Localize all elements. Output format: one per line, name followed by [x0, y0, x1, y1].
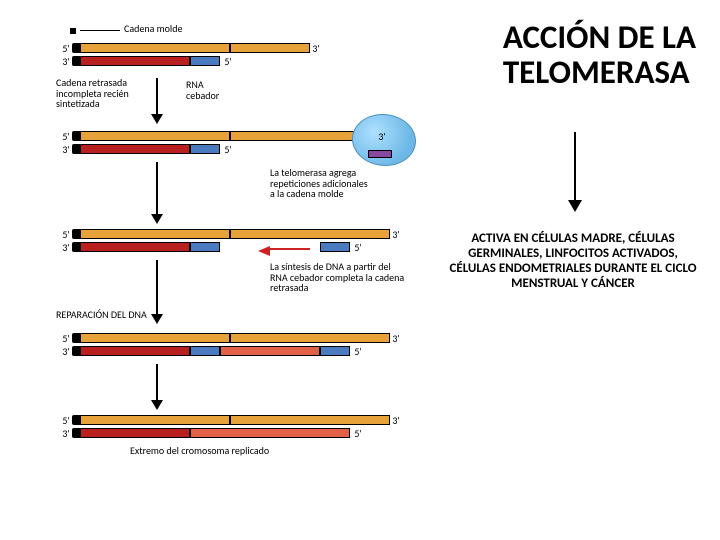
red-arrow-left-icon — [258, 246, 270, 256]
end-3p: 3' — [60, 241, 72, 254]
stage-5-bottom-strand: 3' 5' — [60, 427, 402, 439]
end-5p: 5' — [222, 55, 234, 68]
end-3p: 3' — [60, 55, 72, 68]
stage-3: 5' 3' 3' 5' — [60, 228, 402, 254]
blob-inner-purple — [368, 150, 392, 158]
seg-lightred — [190, 428, 350, 438]
seg-orange-ticks — [230, 229, 390, 239]
seg-orange-ticks — [230, 333, 390, 343]
stage-4-top-strand: 5' 3' — [60, 332, 402, 344]
seg-orange — [80, 415, 230, 425]
cap-icon — [72, 131, 80, 141]
arrow-4-5 — [156, 364, 158, 402]
seg-orange — [80, 229, 230, 239]
cap-icon — [72, 56, 80, 66]
seg-orange — [80, 333, 230, 343]
cap-icon — [72, 229, 80, 239]
label-sintesis-dna: La síntesis de DNA a partir del RNA ceba… — [270, 262, 430, 294]
seg-red — [80, 428, 190, 438]
stage-5: 5' 3' 3' 5' — [60, 414, 402, 440]
end-5p: 5' — [60, 228, 72, 241]
cap-icon — [72, 144, 80, 154]
arrow-1-2 — [156, 78, 158, 116]
arrow-2-3 — [156, 162, 158, 216]
stage-3-top-strand: 5' 3' — [60, 228, 402, 240]
arrow-3-4 — [156, 260, 158, 316]
cap-icon — [72, 43, 80, 53]
end-3p-blob: 3' — [376, 132, 388, 143]
seg-blue-primer — [190, 56, 220, 66]
end-3p: 3' — [60, 427, 72, 440]
label-rna-cebador: RNA cebador — [186, 80, 219, 101]
stage-2-top-strand: 5' — [60, 130, 390, 142]
seg-red — [80, 144, 190, 154]
main-arrow-down — [574, 132, 576, 202]
end-5p: 5' — [352, 345, 364, 358]
end-3p: 3' — [390, 228, 402, 241]
end-3p: 3' — [390, 332, 402, 345]
seg-red — [80, 56, 190, 66]
end-5p: 5' — [222, 143, 234, 156]
seg-red — [80, 346, 190, 356]
label-cadena-molde: Cadena molde — [124, 24, 182, 35]
end-3p: 3' — [390, 414, 402, 427]
stage-1-top-strand: 5' 3' — [60, 42, 322, 54]
cap-icon — [72, 428, 80, 438]
cap-icon — [72, 415, 80, 425]
seg-orange-ticks — [230, 415, 390, 425]
seg-orange — [80, 131, 230, 141]
seg-blue — [320, 346, 350, 356]
stage-4-bottom-strand: 3' 5' — [60, 345, 402, 357]
stage-5-top-strand: 5' 3' — [60, 414, 402, 426]
cap-icon — [72, 242, 80, 252]
end-5p: 5' — [60, 42, 72, 55]
seg-blue — [190, 346, 220, 356]
label-telomerasa-agrega: La telomerasa agrega repeticiones adicio… — [270, 168, 368, 200]
title-line-2: TELOMERASA — [503, 55, 696, 90]
seg-lightred-new — [220, 346, 320, 356]
seg-orange-ticks — [230, 43, 310, 53]
end-3p: 3' — [310, 42, 322, 55]
seg-orange — [80, 43, 230, 53]
seg-blue — [190, 242, 220, 252]
end-3p: 3' — [60, 345, 72, 358]
seg-red — [80, 242, 190, 252]
label-cadena-retrasada: Cadena retrasada incompleta recién sinte… — [56, 78, 129, 110]
stage-4: 5' 3' 3' 5' — [60, 332, 402, 358]
stage-3-bottom-strand: 3' 5' — [60, 241, 402, 253]
seg-blue-new-primer — [320, 242, 350, 252]
end-5p: 5' — [60, 332, 72, 345]
end-5p: 5' — [60, 414, 72, 427]
stage-1: 5' 3' 3' 5' — [60, 42, 322, 68]
stage-2: 5' 3' 5' — [60, 130, 390, 156]
seg-blue — [190, 144, 220, 154]
title-line-1: ACCIÓN DE LA — [503, 20, 696, 55]
red-arrow-shaft — [270, 248, 310, 250]
cap-icon — [72, 346, 80, 356]
label-extremo: Extremo del cromosoma replicado — [130, 446, 269, 457]
end-5p: 5' — [352, 427, 364, 440]
body-text: ACTIVA EN CÉLULAS MADRE, CÉLULAS GERMINA… — [448, 232, 698, 292]
cap-icon — [72, 333, 80, 343]
stage-1-bottom-strand: 3' 5' — [60, 55, 322, 67]
stage-2-bottom-strand: 3' 5' — [60, 143, 390, 155]
legend-cadena-molde-line — [80, 30, 120, 31]
end-3p: 3' — [60, 143, 72, 156]
end-5p: 5' — [352, 241, 364, 254]
end-5p: 5' — [60, 130, 72, 143]
slide-title: ACCIÓN DE LA TELOMERASA — [503, 20, 696, 89]
label-reparacion: REPARACIÓN DEL DNA — [56, 310, 147, 321]
